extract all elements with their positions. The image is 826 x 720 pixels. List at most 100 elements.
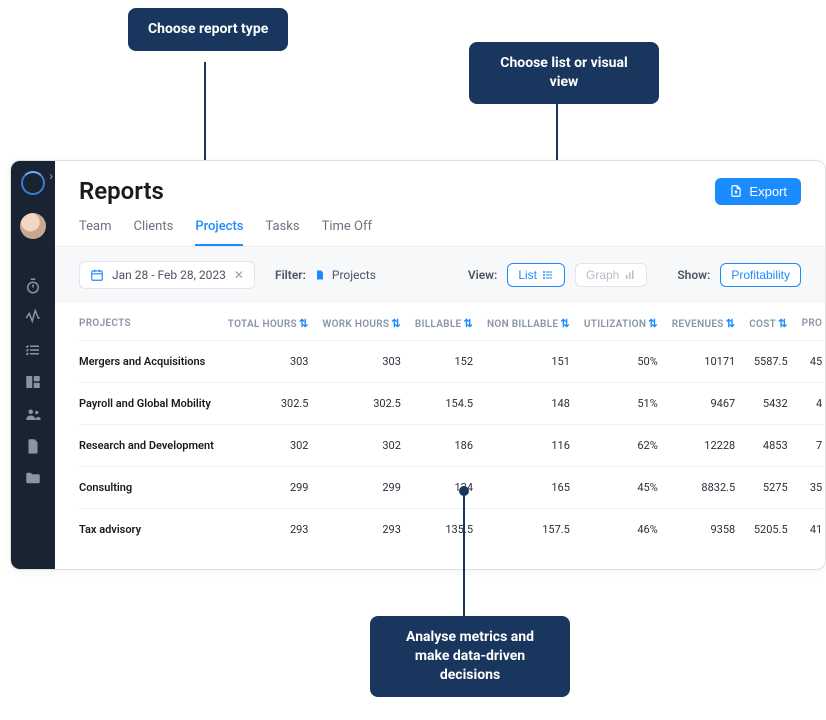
sort-icon: ⇅	[778, 317, 788, 330]
table-row[interactable]: Payroll and Global Mobility 302.5 302.5 …	[79, 383, 825, 425]
cell-profit: 41	[798, 509, 825, 551]
folder-icon[interactable]	[24, 469, 42, 487]
page-header: Reports Export	[55, 161, 825, 211]
graph-icon	[624, 269, 636, 281]
sort-icon: ⇅	[299, 317, 309, 330]
view-list-label: List	[518, 268, 537, 282]
cell-work: 293	[318, 509, 410, 551]
cell-util: 62%	[580, 425, 668, 467]
cell-cost: 5587.5	[745, 341, 797, 383]
cell-util: 50%	[580, 341, 668, 383]
filter-value: Projects	[332, 268, 376, 282]
cell-rev: 12228	[668, 425, 745, 467]
tab-timeoff[interactable]: Time Off	[322, 211, 372, 246]
calendar-icon	[90, 268, 104, 282]
cell-cost: 4853	[745, 425, 797, 467]
export-icon	[729, 184, 743, 198]
stopwatch-icon[interactable]	[24, 277, 42, 295]
cell-name: Payroll and Global Mobility	[79, 383, 224, 425]
col-billable[interactable]: BILLABLE⇅	[411, 303, 483, 341]
col-utilization[interactable]: UTILIZATION⇅	[580, 303, 668, 341]
cell-cost: 5432	[745, 383, 797, 425]
document-icon[interactable]	[24, 437, 42, 455]
sort-icon: ⇅	[463, 317, 473, 330]
cell-nonbill: 148	[483, 383, 580, 425]
sort-icon: ⇅	[726, 317, 736, 330]
sort-icon: ⇅	[560, 317, 570, 330]
callout-metrics: Analyse metrics and make data-driven dec…	[370, 616, 570, 697]
cell-cost: 5205.5	[745, 509, 797, 551]
cell-nonbill: 151	[483, 341, 580, 383]
view-list-button[interactable]: List	[507, 263, 565, 287]
cell-rev: 9358	[668, 509, 745, 551]
cell-total: 303	[224, 341, 319, 383]
tab-clients[interactable]: Clients	[134, 211, 174, 246]
connector-3-dot	[459, 486, 469, 496]
export-button[interactable]: Export	[715, 178, 801, 205]
cell-profit: 4	[798, 383, 825, 425]
callout-view-toggle: Choose list or visual view	[469, 42, 659, 104]
cell-name: Mergers and Acquisitions	[79, 341, 224, 383]
cell-bill: 186	[411, 425, 483, 467]
callout-report-type: Choose report type	[128, 8, 288, 51]
table-row[interactable]: Consulting 299 299 134 165 45% 8832.5 52…	[79, 467, 825, 509]
sort-icon: ⇅	[648, 317, 658, 330]
activity-icon[interactable]	[24, 309, 42, 327]
date-range-text: Jan 28 - Feb 28, 2023	[112, 268, 226, 282]
col-projects[interactable]: PROJECTS	[79, 303, 224, 341]
cell-profit: 35	[798, 467, 825, 509]
cell-cost: 5275	[745, 467, 797, 509]
cell-nonbill: 116	[483, 425, 580, 467]
page-title: Reports	[79, 177, 164, 205]
cell-profit: 7	[798, 425, 825, 467]
cell-rev: 8832.5	[668, 467, 745, 509]
cell-profit: 45	[798, 341, 825, 383]
view-graph-button[interactable]: Graph	[575, 263, 647, 287]
table-wrap: PROJECTS TOTAL HOURS⇅ WORK HOURS⇅ BILLAB…	[55, 303, 825, 569]
col-cost[interactable]: COST⇅	[745, 303, 797, 341]
filter-chip-projects[interactable]: Projects	[314, 268, 376, 282]
col-revenues[interactable]: REVENUES⇅	[668, 303, 745, 341]
cell-util: 51%	[580, 383, 668, 425]
cell-bill: 134	[411, 467, 483, 509]
export-label: Export	[749, 184, 787, 199]
show-profitability-button[interactable]: Profitability	[720, 263, 801, 287]
dashboard-icon[interactable]	[24, 373, 42, 391]
col-profit[interactable]: PRO	[798, 303, 825, 341]
report-tabs: Team Clients Projects Tasks Time Off	[55, 211, 825, 247]
sort-icon: ⇅	[391, 317, 401, 330]
connector-3	[463, 490, 465, 618]
cell-work: 303	[318, 341, 410, 383]
tab-tasks[interactable]: Tasks	[265, 211, 299, 246]
table-row[interactable]: Tax advisory 293 293 135.5 157.5 46% 935…	[79, 509, 825, 551]
cell-name: Tax advisory	[79, 509, 224, 551]
sidebar-expand-icon[interactable]: ›	[49, 169, 53, 183]
cell-work: 302.5	[318, 383, 410, 425]
tab-projects[interactable]: Projects	[195, 211, 243, 246]
main-content: Reports Export Team Clients Projects Tas…	[55, 161, 825, 569]
cell-bill: 154.5	[411, 383, 483, 425]
date-range-picker[interactable]: Jan 28 - Feb 28, 2023 ✕	[79, 261, 255, 289]
cell-total: 302	[224, 425, 319, 467]
cell-nonbill: 165	[483, 467, 580, 509]
toolbar: Jan 28 - Feb 28, 2023 ✕ Filter: Projects…	[55, 247, 825, 303]
projects-table: PROJECTS TOTAL HOURS⇅ WORK HOURS⇅ BILLAB…	[79, 303, 825, 550]
table-row[interactable]: Research and Development 302 302 186 116…	[79, 425, 825, 467]
clear-date-icon[interactable]: ✕	[234, 268, 244, 282]
sidebar: ›	[11, 161, 55, 569]
table-row[interactable]: Mergers and Acquisitions 303 303 152 151…	[79, 341, 825, 383]
app-frame: › Reports Export	[10, 160, 826, 570]
col-work-hours[interactable]: WORK HOURS⇅	[318, 303, 410, 341]
cell-total: 299	[224, 467, 319, 509]
cell-total: 293	[224, 509, 319, 551]
filter-label: Filter:	[275, 268, 306, 282]
tab-team[interactable]: Team	[79, 211, 112, 246]
col-non-billable[interactable]: NON BILLABLE⇅	[483, 303, 580, 341]
avatar[interactable]	[20, 213, 46, 239]
col-total-hours[interactable]: TOTAL HOURS⇅	[224, 303, 319, 341]
table-header-row: PROJECTS TOTAL HOURS⇅ WORK HOURS⇅ BILLAB…	[79, 303, 825, 341]
checklist-icon[interactable]	[24, 341, 42, 359]
logo-icon	[21, 171, 45, 195]
users-icon[interactable]	[24, 405, 42, 423]
cell-bill: 152	[411, 341, 483, 383]
